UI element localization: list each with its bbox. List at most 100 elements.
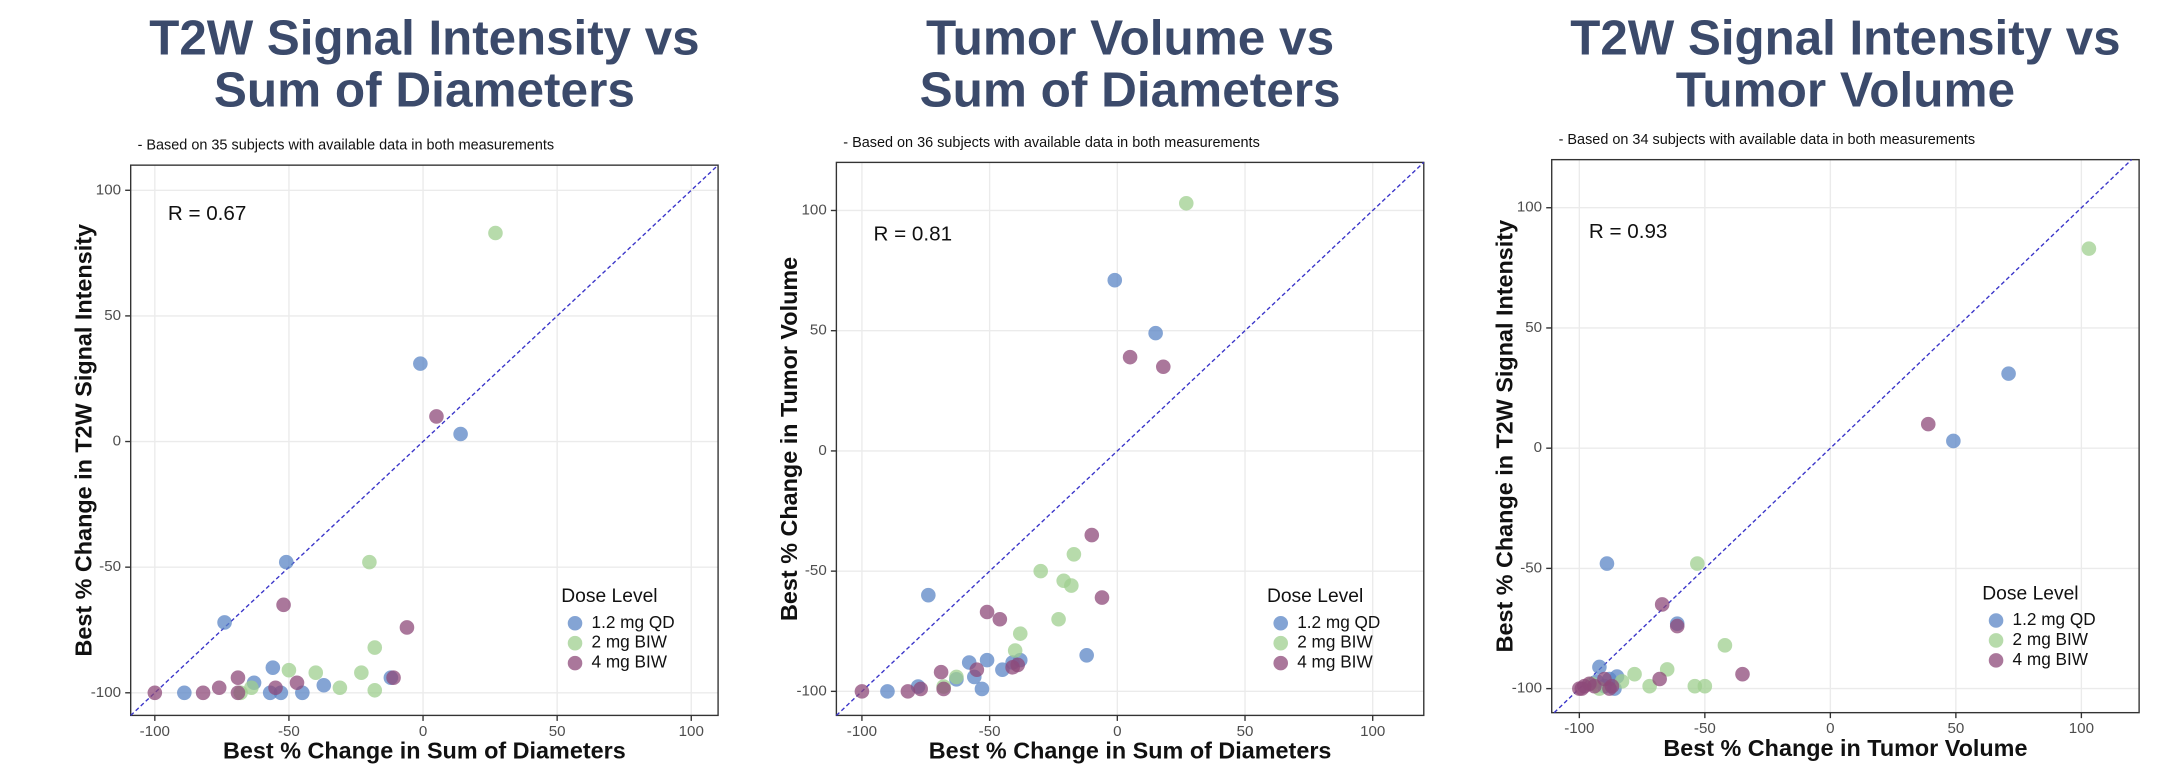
point <box>1717 638 1733 653</box>
point <box>933 664 949 680</box>
point <box>1604 678 1620 694</box>
legend-label: 4 mg BIW <box>2013 649 2089 669</box>
point <box>217 615 232 630</box>
y-tick-label: -100 <box>796 682 826 699</box>
point <box>900 684 916 699</box>
point <box>1669 618 1685 634</box>
point <box>354 665 369 680</box>
annotation: R = 0.81 <box>874 223 953 246</box>
legend-title: Dose Level <box>561 586 657 607</box>
point <box>268 680 283 696</box>
point <box>367 682 383 698</box>
point <box>367 640 383 655</box>
point <box>1064 578 1079 593</box>
x-tick-label: -50 <box>1694 720 1716 737</box>
subtitle: - Based on 36 subjects with available da… <box>843 135 1260 151</box>
point <box>1920 416 1936 432</box>
x-tick-label: 100 <box>679 723 704 740</box>
point <box>211 680 227 696</box>
point <box>979 604 995 620</box>
point <box>1066 547 1082 562</box>
legend-label: 4 mg BIW <box>1297 652 1373 672</box>
point <box>289 675 305 691</box>
point <box>1079 648 1094 663</box>
point <box>1946 433 1961 449</box>
chart-title: T2W Signal Intensity vs <box>149 10 699 65</box>
legend-swatch <box>1273 615 1289 631</box>
x-tick-label: -50 <box>278 723 300 740</box>
point <box>1735 666 1750 682</box>
legend-title: Dose Level <box>1267 586 1363 607</box>
point <box>969 662 985 678</box>
point <box>1122 349 1138 365</box>
point <box>453 426 468 442</box>
point <box>1654 597 1670 612</box>
point <box>854 684 870 699</box>
point <box>979 652 995 668</box>
plot-border <box>129 164 719 717</box>
y-tick-label: 50 <box>810 322 827 339</box>
x-tick-label: 0 <box>419 723 427 740</box>
point <box>147 685 163 701</box>
legend-swatch <box>1273 635 1289 651</box>
chart-title: Tumor Volume <box>1676 63 2015 118</box>
point <box>1627 666 1642 682</box>
x-tick-label: 0 <box>1113 723 1121 740</box>
point <box>1690 556 1705 571</box>
point <box>1107 272 1123 288</box>
y-tick-label: -100 <box>1512 680 1542 697</box>
legend-swatch <box>1988 653 2004 668</box>
point <box>195 685 211 701</box>
point <box>949 669 964 685</box>
legend-swatch <box>1273 655 1289 671</box>
x-tick-label: 50 <box>1947 720 1964 737</box>
point <box>936 681 951 697</box>
point <box>1005 660 1020 675</box>
identity-line <box>835 161 1425 716</box>
point <box>1574 681 1590 696</box>
chart-title: Tumor Volume vs <box>926 10 1334 65</box>
x-tick-label: -50 <box>979 723 1001 740</box>
annotation: R = 0.93 <box>1589 220 1668 243</box>
chart-title: T2W Signal Intensity vs <box>1570 10 2120 65</box>
legend-label: 4 mg BIW <box>592 652 668 672</box>
point <box>1012 626 1028 641</box>
legend-title: Dose Level <box>1982 583 2078 604</box>
point <box>1178 195 1194 211</box>
plot-border <box>1551 158 2140 714</box>
legend-swatch <box>567 655 583 671</box>
point <box>1155 359 1171 375</box>
point <box>1148 325 1163 341</box>
point <box>1084 527 1100 543</box>
y-axis-label: Best % Change in T2W Signal Intensity <box>70 224 96 656</box>
legend-label: 1.2 mg QD <box>2013 609 2096 629</box>
point <box>1592 659 1607 675</box>
point <box>488 225 503 241</box>
chart-title: Sum of Diameters <box>920 63 1341 118</box>
point <box>399 620 415 635</box>
point <box>913 681 928 697</box>
point <box>1687 678 1703 694</box>
point <box>1033 563 1048 579</box>
x-tick-label: 100 <box>2069 720 2094 737</box>
point <box>1587 678 1602 694</box>
point <box>316 677 332 693</box>
point <box>413 356 428 371</box>
legend-label: 2 mg BIW <box>1297 632 1373 652</box>
point <box>880 684 895 699</box>
legend-swatch <box>1988 633 2004 648</box>
chart-title: Sum of Diameters <box>214 63 635 118</box>
y-tick-label: 100 <box>96 181 121 198</box>
x-axis-label: Best % Change in Sum of Diameters <box>223 738 626 764</box>
point <box>1599 556 1615 571</box>
y-tick-label: 0 <box>818 442 826 459</box>
point <box>308 665 324 680</box>
x-tick-label: 100 <box>1360 723 1385 740</box>
point <box>1642 678 1657 694</box>
identity-line <box>1553 159 2133 714</box>
point <box>276 597 291 613</box>
y-tick-label: -50 <box>99 558 121 575</box>
y-tick-label: -50 <box>805 562 827 579</box>
